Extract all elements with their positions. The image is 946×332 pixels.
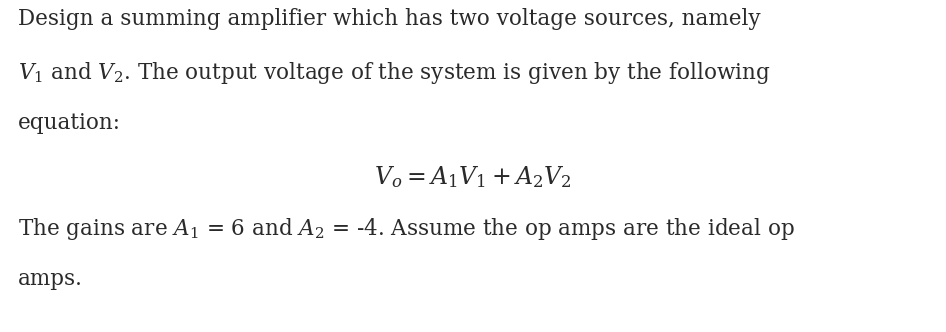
Text: equation:: equation: xyxy=(18,112,121,134)
Text: Design a summing amplifier which has two voltage sources, namely: Design a summing amplifier which has two… xyxy=(18,8,761,30)
Text: $\mathit{V}_o = A_1\mathit{V}_1 + A_2\mathit{V}_2$: $\mathit{V}_o = A_1\mathit{V}_1 + A_2\ma… xyxy=(374,164,572,190)
Text: $\mathit{V}_1$ and $\mathit{V}_2$. The output voltage of the system is given by : $\mathit{V}_1$ and $\mathit{V}_2$. The o… xyxy=(18,60,770,86)
Text: amps.: amps. xyxy=(18,268,83,290)
Text: The gains are $A_1$ = 6 and $A_2$ = -4. Assume the op amps are the ideal op: The gains are $A_1$ = 6 and $A_2$ = -4. … xyxy=(18,216,795,242)
